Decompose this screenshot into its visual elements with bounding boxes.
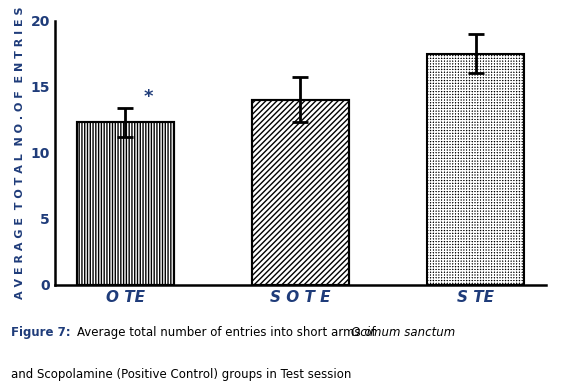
Bar <box>77 122 173 285</box>
Text: Average total number of entries into short arms of: Average total number of entries into sho… <box>77 326 380 339</box>
Text: *: * <box>144 89 153 106</box>
Text: and Scopolamine (Positive Control) groups in Test session: and Scopolamine (Positive Control) group… <box>11 368 352 381</box>
Y-axis label: A V E R A G E  T O T A L  N O . O F  E N T R I E S: A V E R A G E T O T A L N O . O F E N T … <box>15 6 25 299</box>
Bar <box>427 54 523 285</box>
Text: Figure 7:: Figure 7: <box>11 326 71 339</box>
Text: Ocimum sanctum: Ocimum sanctum <box>351 326 455 339</box>
Bar <box>252 100 348 285</box>
